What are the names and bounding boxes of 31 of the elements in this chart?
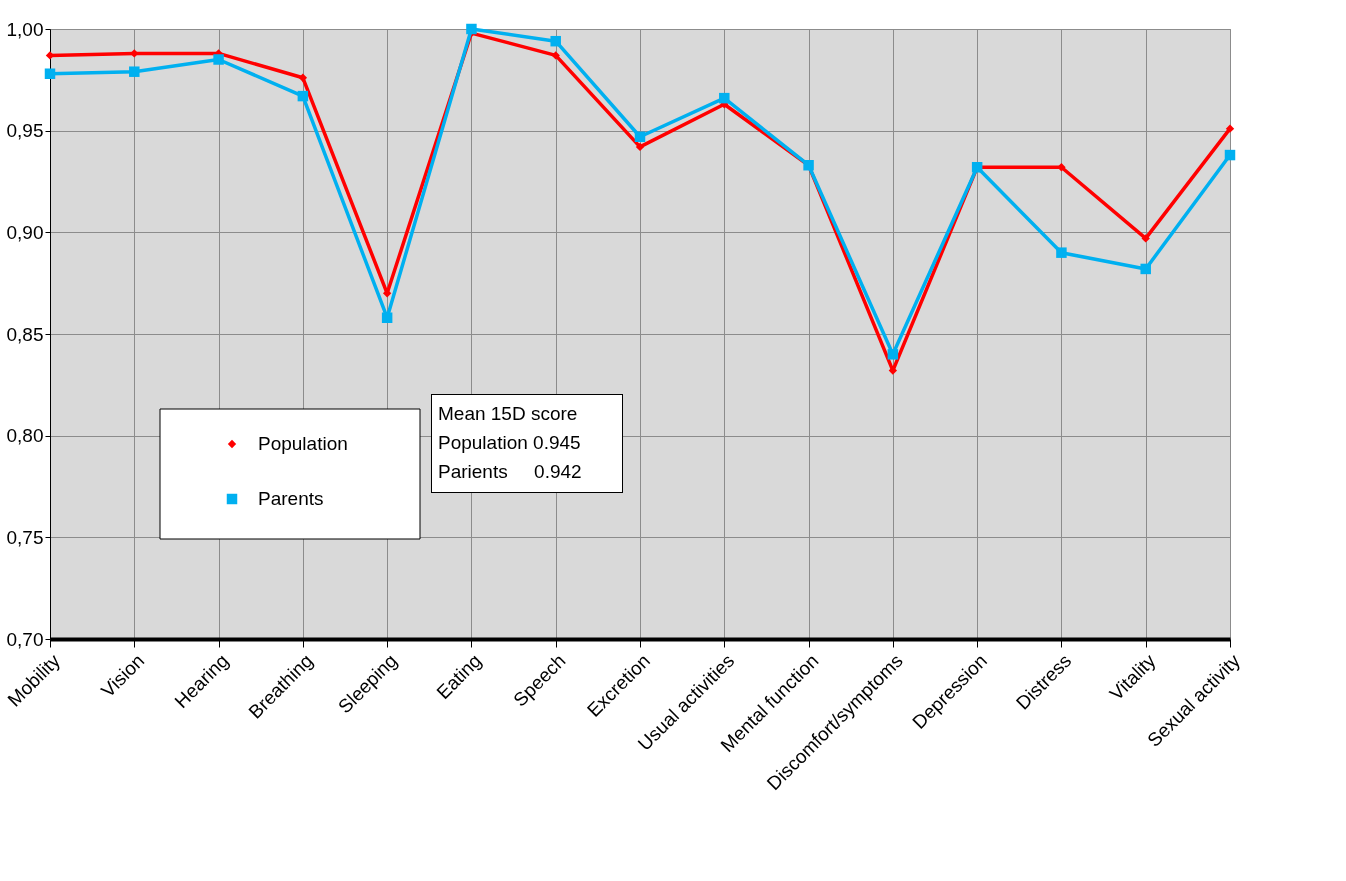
- point: [1140, 263, 1151, 275]
- point: [298, 73, 308, 82]
- y-tick-label: 0,90: [6, 221, 44, 243]
- point: [1141, 234, 1150, 243]
- point: [297, 90, 309, 102]
- legend-label: Parents: [258, 488, 324, 509]
- point: [719, 92, 730, 104]
- annotation: Mean 15D score: [438, 402, 579, 426]
- point: [635, 142, 645, 152]
- point: [634, 131, 646, 143]
- note-box: Mean 15D score Population 0.945 Parients 0.942: [431, 394, 623, 493]
- point: [1057, 163, 1066, 172]
- point: [1225, 124, 1235, 133]
- point: [887, 349, 899, 360]
- annotation: Population 0.945: [438, 431, 582, 455]
- y-tick-label: 0,80: [6, 425, 44, 447]
- point: [213, 54, 224, 65]
- y-tick-label: 0,85: [6, 323, 44, 345]
- point: [550, 35, 561, 47]
- legend-label: Population: [258, 433, 348, 454]
- point: [1056, 247, 1067, 258]
- point: [551, 51, 560, 60]
- y-tick-label: 0,75: [6, 526, 44, 548]
- y-tick-label: 0,70: [6, 628, 44, 650]
- point: [44, 68, 56, 79]
- y-tick-label: 1,00: [6, 18, 44, 40]
- point: [129, 66, 140, 77]
- annotation: Parients 0.942: [438, 460, 582, 484]
- point: [381, 312, 393, 323]
- point: [1224, 149, 1236, 161]
- y-tick-label: 0,95: [6, 120, 44, 142]
